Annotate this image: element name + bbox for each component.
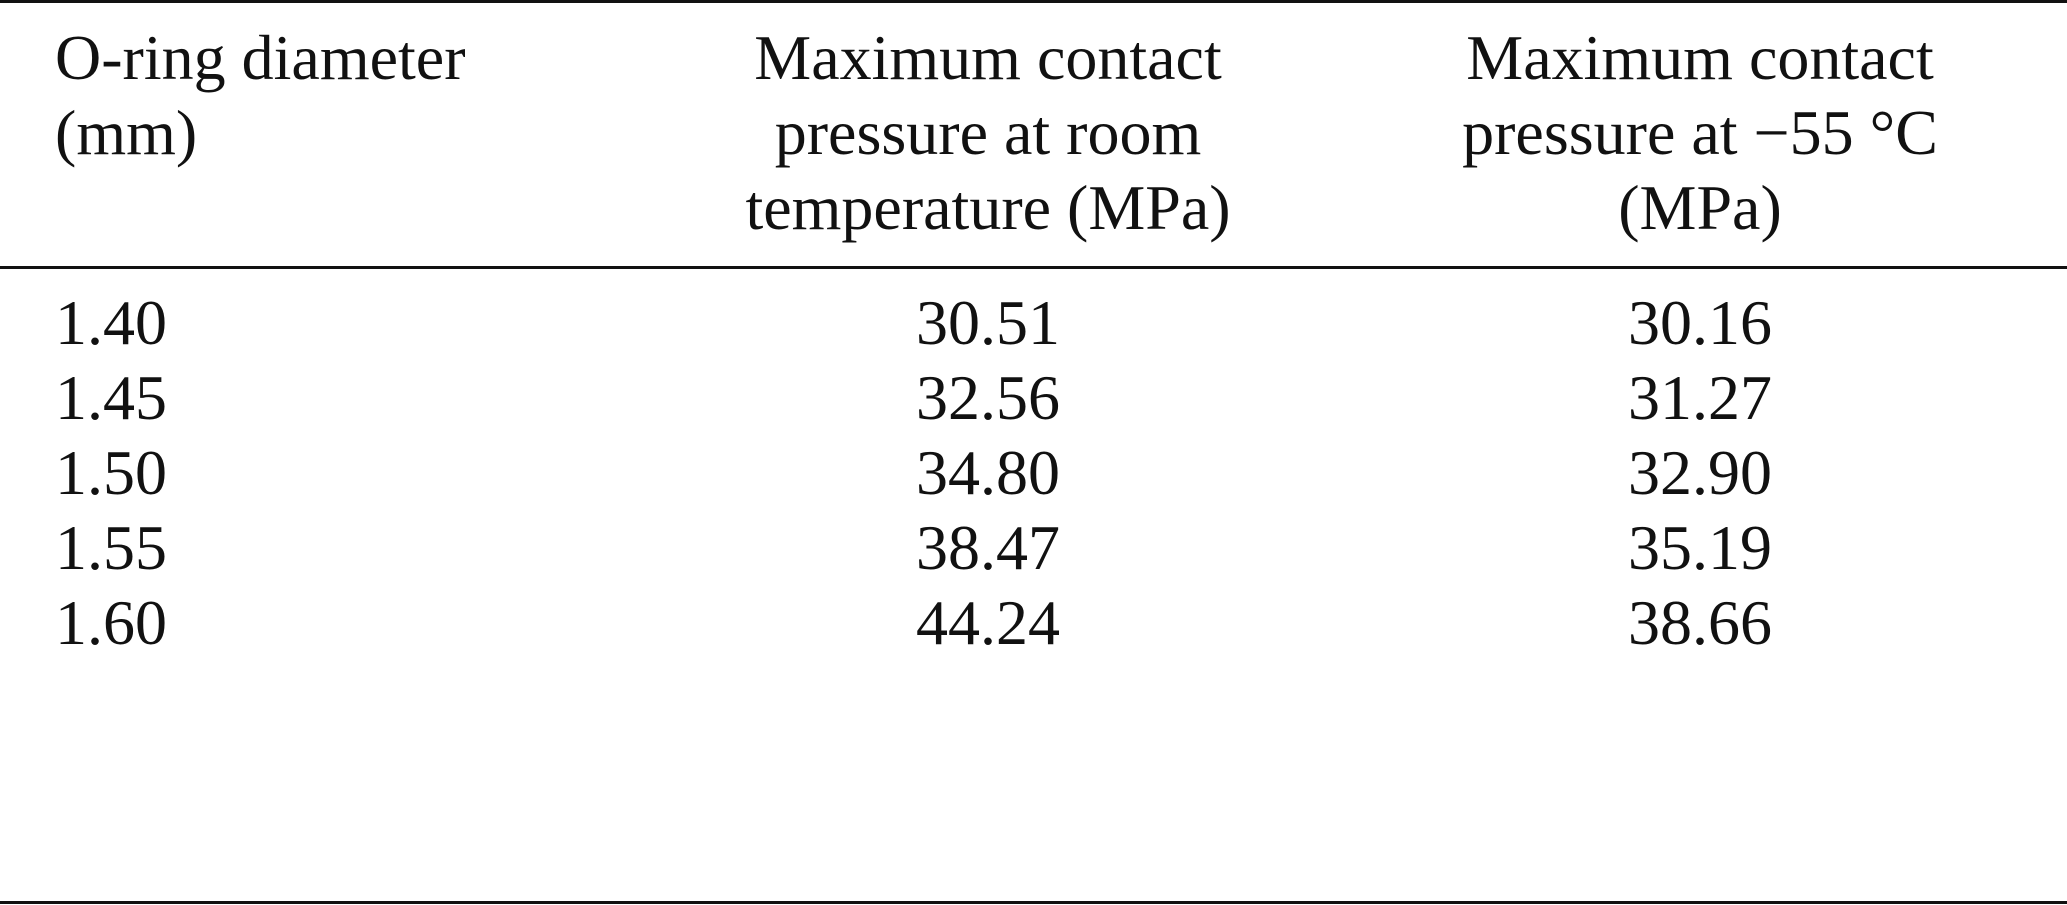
top-rule [0,0,2067,3]
table-cell: 30.16 [1628,287,1772,358]
table-cell: 44.24 [916,587,1060,658]
header-rule [0,266,2067,269]
header-cell: O-ring diameter (mm) [55,20,466,170]
header-cell: Maximum contact pressure at room temperatu… [648,20,1328,245]
bottom-rule [0,901,2067,904]
table-cell: 38.66 [1628,587,1772,658]
table-cell: 32.90 [1628,437,1772,508]
header-text: O-ring diameter [55,22,466,93]
table-cell: 1.50 [55,437,167,508]
header-text: (mm) [55,97,198,168]
header-text: Maximum contact [1466,22,1934,93]
table-cell: 38.47 [916,512,1060,583]
table-cell: 1.40 [55,287,167,358]
header-text: (MPa) [1618,172,1782,243]
header-text: temperature (MPa) [745,172,1231,243]
table-cell: 1.45 [55,362,167,433]
header-text: pressure at −55 °C [1462,97,1938,168]
table-cell: 35.19 [1628,512,1772,583]
table-cell: 31.27 [1628,362,1772,433]
table-cell: 30.51 [916,287,1060,358]
table-cell: 34.80 [916,437,1060,508]
table-cell: 1.55 [55,512,167,583]
header-text: Maximum contact [754,22,1222,93]
table-cell: 32.56 [916,362,1060,433]
table-cell: 1.60 [55,587,167,658]
header-text: pressure at room [774,97,1202,168]
header-cell: Maximum contact pressure at −55 °C (MPa) [1380,20,2020,245]
